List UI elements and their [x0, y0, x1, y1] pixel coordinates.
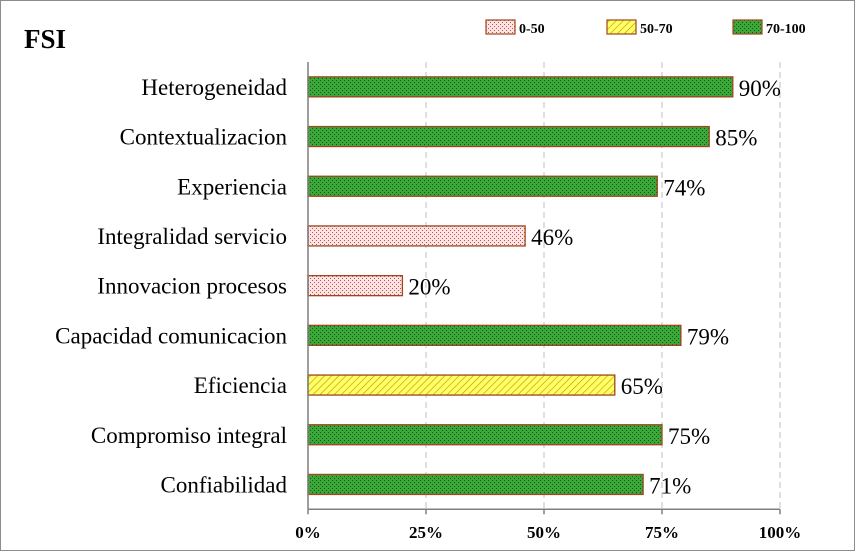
legend-item: 0-50 [485, 19, 545, 37]
x-tick-label: 75% [645, 523, 679, 542]
category-label: Contextualizacion [120, 125, 288, 150]
category-label: Eficiencia [194, 373, 287, 398]
value-labels: 90% 85% 74% 46% 20% 79% 65%75% 71% [408, 76, 781, 499]
legend-label: 0-50 [519, 22, 545, 37]
category-label: Confiabilidad [161, 472, 288, 497]
category-label: Innovacion procesos [97, 274, 287, 299]
x-tick-label: 25% [409, 523, 443, 542]
category-label: Heterogeneidad [141, 75, 287, 100]
bar [307, 374, 616, 396]
x-tick-label: 100% [759, 523, 802, 542]
legend-swatch [732, 19, 763, 35]
category-label: Experiencia [177, 174, 287, 199]
bar [307, 324, 682, 347]
value-label: 75% [668, 424, 710, 449]
value-label: 74% [663, 175, 705, 200]
value-label: 79% [687, 324, 729, 349]
category-label: Compromiso integral [91, 423, 287, 448]
legend: 0-50 50-70 70-100 [485, 19, 806, 37]
category-label: Integralidad servicio [97, 224, 287, 249]
bar [307, 424, 663, 446]
bar [307, 125, 710, 148]
bar [307, 225, 526, 247]
x-tick-label: 50% [527, 523, 561, 542]
bar [307, 175, 658, 197]
value-label: 65% [621, 374, 663, 399]
legend-label: 70-100 [766, 22, 806, 37]
legend-item: 70-100 [732, 19, 806, 37]
chart-title: FSI [24, 24, 66, 54]
legend-swatch [485, 19, 516, 35]
value-label: 85% [715, 126, 757, 151]
bar [307, 274, 404, 297]
value-label: 90% [739, 76, 781, 101]
legend-swatch [606, 19, 637, 35]
bar [307, 76, 734, 98]
x-tick-label: 0% [295, 523, 321, 542]
bar [307, 473, 644, 496]
value-label: 46% [531, 225, 573, 250]
x-axis: 0% 25% 50% 75% 100% [295, 62, 801, 542]
legend-item: 50-70 [606, 19, 673, 37]
category-labels: Heterogeneidad Contextualizacion Experienc… [55, 75, 287, 498]
value-label: 20% [408, 275, 450, 300]
bars [307, 76, 734, 496]
value-label: 71% [649, 473, 691, 498]
category-label: Capacidad comunicacion [55, 323, 287, 348]
legend-label: 50-70 [640, 22, 673, 37]
